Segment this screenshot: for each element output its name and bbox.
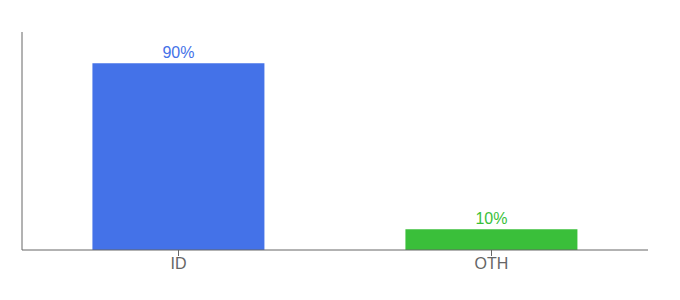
svg-text:90%: 90% [162, 44, 194, 61]
svg-text:ID: ID [171, 255, 187, 272]
svg-text:OTH: OTH [475, 255, 509, 272]
svg-text:10%: 10% [475, 210, 507, 227]
